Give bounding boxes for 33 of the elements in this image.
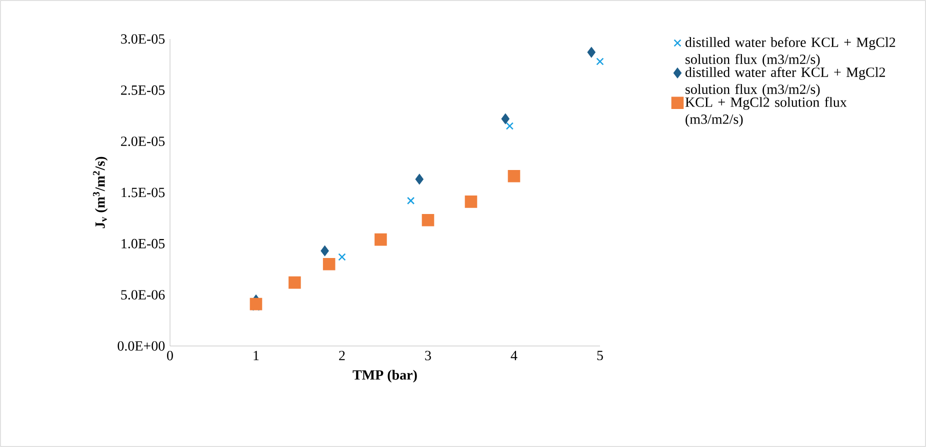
point <box>320 246 329 256</box>
point <box>464 196 478 208</box>
point <box>322 258 336 270</box>
x-tick-label: 0 <box>167 350 173 360</box>
x-tick-label: 4 <box>510 350 518 360</box>
y-tick-label: 2.0E-05 <box>121 136 165 146</box>
point <box>501 114 510 124</box>
point <box>422 214 434 226</box>
legend-label: KCL + MgCl2 solution flux (m3/m2/s) <box>685 96 847 127</box>
y-tick-label: 1.0E-05 <box>122 238 165 248</box>
y-tick-label: 2.5E-05 <box>121 85 165 95</box>
x-tick-label: 1 <box>254 350 259 360</box>
point <box>596 58 604 66</box>
text: J$_{v}$ (m$^{3}$/m$^{2}$/s) <box>92 156 108 228</box>
y-tick-label: 5.0E-06 <box>121 290 165 300</box>
legend-label: distilled water before KCL + MgCl2 solution flux (m3/m2/s) <box>685 37 896 67</box>
point <box>506 122 514 130</box>
y-tick-label: 1.5E-05 <box>122 188 165 198</box>
y-tick-label: 0.0E+00 <box>118 341 165 351</box>
point <box>406 196 415 205</box>
point <box>374 233 387 246</box>
point <box>338 253 346 261</box>
y-tick-label: 3.0E-05 <box>121 34 165 44</box>
x-tick-label: 5 <box>597 350 603 360</box>
x-axis-title: TMP (bar) <box>352 370 417 383</box>
point <box>587 47 596 58</box>
point <box>288 276 301 289</box>
x-tick-label: 2 <box>339 350 345 360</box>
legend-label: distilled water after KCL + MgCl2 solution flux (m3/m2/s) <box>685 66 885 97</box>
point <box>415 174 424 184</box>
x-tick-label: 3 <box>425 350 431 360</box>
point <box>250 298 262 310</box>
point <box>508 170 520 182</box>
